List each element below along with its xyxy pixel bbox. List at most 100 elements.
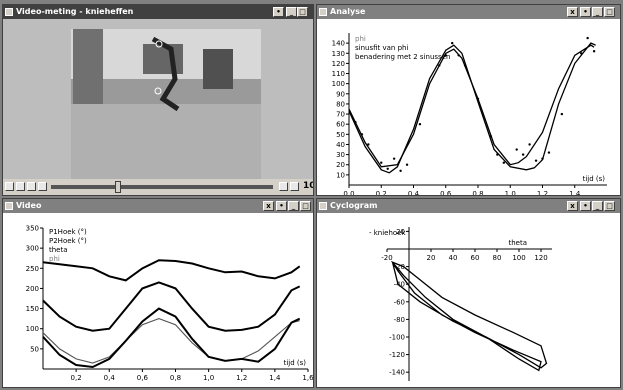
point-phi	[418, 123, 422, 126]
x-tick-label: 40	[449, 254, 458, 262]
minimize-button[interactable]: _	[286, 7, 297, 17]
video-meting-window: Video-meting - knieheffen • _ □ 10	[2, 4, 314, 196]
window-icon	[319, 8, 327, 16]
x-tick-label: 20	[427, 254, 436, 262]
minimize-button[interactable]: _	[592, 201, 603, 211]
maximize-button[interactable]: □	[604, 201, 615, 211]
point-phi	[380, 161, 383, 164]
y-tick-label: 120	[332, 60, 345, 68]
point-phi	[515, 148, 518, 151]
y-tick-label: -80	[394, 316, 405, 324]
pin-button[interactable]: •	[580, 7, 591, 17]
point-phi	[534, 159, 538, 162]
y-tick-label: 10	[336, 171, 345, 179]
y-axis-label: - kniehoek	[369, 229, 407, 237]
cyclogram-chart-area: -20 20 40 60 80 100 120 20 -20 -40 -60 -80 -100 -120-…	[317, 213, 620, 387]
y-tick-label: 20	[396, 228, 405, 236]
y-tick-label: 70	[336, 111, 345, 119]
y-tick-label: 110	[332, 70, 345, 78]
x-tick-label: 1,6	[302, 374, 314, 382]
legend-entry: P1Hoek (°)	[49, 228, 87, 236]
analyse-titlebar[interactable]: Analyse x • _ □	[317, 5, 620, 19]
series-line-theta	[42, 318, 300, 364]
y-tick-label: -120	[389, 351, 405, 359]
pin-button[interactable]: •	[580, 201, 591, 211]
forward-icon[interactable]	[279, 182, 288, 191]
point-phi	[586, 36, 589, 40]
x-tick-label: 0,4	[104, 374, 116, 382]
maximize-button[interactable]: □	[297, 7, 308, 17]
pin-button[interactable]: •	[273, 7, 284, 17]
x-tick-label: 0,8	[472, 190, 483, 196]
x-tick-label: 1,4	[269, 374, 281, 382]
y-tick-label: 60	[336, 121, 345, 129]
maximize-button[interactable]: □	[604, 7, 615, 17]
y-tick-label: -60	[394, 298, 405, 306]
x-tick-label: 0,6	[440, 190, 452, 196]
y-tick-label: 100	[26, 325, 39, 333]
x-tick-label: 0,2	[376, 190, 387, 196]
legend-entry: P2Hoek (°)	[49, 237, 87, 245]
video-graph-titlebar[interactable]: Video x • _ □	[3, 199, 313, 213]
cyclogram-chart: -20 20 40 60 80 100 12020-20-40-60-80-100-120-…	[369, 227, 552, 381]
play-icon[interactable]	[5, 182, 14, 191]
y-tick-label: 100	[332, 80, 345, 88]
analyse-chart: 0,0 0,2 0,4 0,6 0,8 1,0 1,2 1,4 10 20 30 40 50 60 70 80…	[332, 33, 607, 196]
step-back-icon[interactable]	[27, 182, 36, 191]
series-line-benadering-met-2-sinussen	[348, 42, 596, 174]
legend-entry: theta	[49, 246, 68, 254]
options-button[interactable]: x	[567, 7, 578, 17]
frame-number: 10	[303, 181, 313, 191]
y-tick-label: -20	[394, 263, 405, 271]
y-tick-label: 140	[332, 40, 345, 48]
legend-entry: phi	[355, 35, 366, 43]
video-chart-area: 0,2 0,4 0,6 0,8 1,0 1,2 1,4 1,6 50 100 150 200 250 30…	[3, 213, 313, 387]
x-tick-label: 0,4	[408, 190, 420, 196]
cyclogram-titlebar[interactable]: Cyclogram x • _ □	[317, 199, 620, 213]
prev-frame-icon[interactable]	[16, 182, 25, 191]
legend-entry: phi	[49, 255, 60, 263]
marker-hip-icon[interactable]	[155, 40, 163, 48]
options-button[interactable]: x	[567, 201, 578, 211]
y-tick-label: 90	[336, 90, 345, 98]
marker-knee-icon[interactable]	[154, 87, 162, 95]
y-tick-label: 50	[336, 131, 345, 139]
point-phi	[502, 161, 505, 164]
cyclogram-window: Cyclogram x • _ □ -20 20 40 60 80 100 120 20 -20…	[316, 198, 621, 388]
video-chart: 0,2 0,4 0,6 0,8 1,0 1,2 1,4 1,6 50 100 150 200 250 30…	[26, 225, 314, 383]
point-phi	[405, 163, 409, 166]
point-phi	[592, 50, 596, 53]
slider-thumb[interactable]	[115, 181, 121, 193]
window-icon	[319, 202, 327, 210]
x-tick-label: 1,4	[569, 190, 581, 196]
y-tick-label: 300	[26, 245, 39, 253]
pin-button[interactable]: •	[276, 201, 287, 211]
options-button[interactable]: x	[263, 201, 274, 211]
minimize-button[interactable]: _	[592, 7, 603, 17]
rewind-icon[interactable]	[38, 182, 47, 191]
x-axis-label: tijd (s)	[284, 359, 307, 367]
end-icon[interactable]	[290, 182, 299, 191]
y-tick-label: 40	[336, 141, 345, 149]
y-tick-label: 30	[336, 151, 345, 159]
window-title: Analyse	[330, 7, 366, 16]
point-phi	[451, 41, 454, 45]
x-tick-label: 100	[512, 254, 525, 262]
maximize-button[interactable]: □	[300, 201, 311, 211]
window-icon	[5, 202, 13, 210]
series-line-phi	[42, 307, 301, 369]
video-meting-titlebar[interactable]: Video-meting - knieheffen • _ □	[3, 5, 313, 19]
y-tick-label: 150	[26, 305, 39, 313]
x-tick-label: -20	[381, 254, 392, 262]
point-phi	[367, 143, 370, 146]
x-axis-label: tijd (s)	[583, 175, 606, 183]
minimize-button[interactable]: _	[288, 201, 299, 211]
timeline-slider[interactable]	[51, 185, 273, 189]
point-phi	[560, 112, 564, 116]
x-tick-label: 0,8	[170, 374, 181, 382]
legend-entry: benadering met 2 sinussen	[355, 53, 450, 61]
series-line-p2hoek-	[42, 281, 301, 332]
video-graph-window: Video x • _ □ 0,2 0,4 0,6 0,8 1,0 1,2 1,4 1,6 50…	[2, 198, 314, 388]
x-axis-label: theta	[508, 239, 527, 247]
point-phi	[399, 169, 402, 173]
